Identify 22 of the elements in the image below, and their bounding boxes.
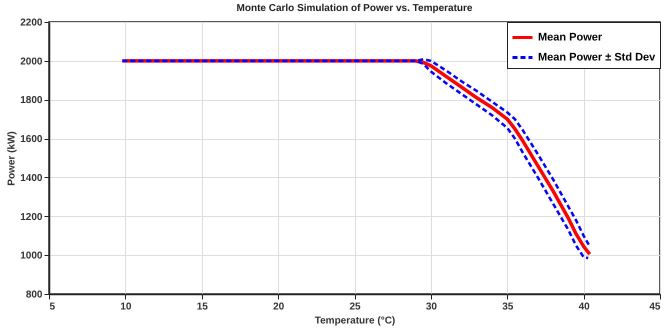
x-tick-label: 30: [426, 302, 438, 312]
y-axis-title: Power (kW): [6, 131, 18, 186]
y-tick-label: 1400: [20, 172, 43, 184]
y-tick-label: 2200: [20, 18, 43, 28]
y-tick-label: 1000: [20, 250, 43, 262]
y-tick-label: 800: [26, 290, 43, 300]
x-tick-label: 10: [120, 302, 132, 312]
x-tick-label: 15: [196, 302, 208, 312]
y-tick-label: 1600: [20, 134, 43, 146]
legend-label: Mean Power: [538, 32, 603, 44]
x-tick-label: 40: [578, 302, 590, 312]
x-tick-label: 20: [273, 302, 285, 312]
legend-label: Mean Power ± Std Dev: [538, 52, 656, 64]
chart-title: Monte Carlo Simulation of Power vs. Temperature: [236, 3, 473, 14]
x-axis-title: Temperature (°C): [314, 316, 396, 326]
x-tick-label: 45: [649, 302, 661, 312]
x-tick-label: 5: [50, 302, 56, 312]
y-tick-label: 1800: [20, 95, 43, 106]
y-tick-label: 1200: [20, 212, 43, 223]
y-tick-label: 2000: [20, 56, 43, 68]
x-tick-label: 25: [349, 302, 361, 312]
x-tick-label: 35: [502, 302, 514, 312]
